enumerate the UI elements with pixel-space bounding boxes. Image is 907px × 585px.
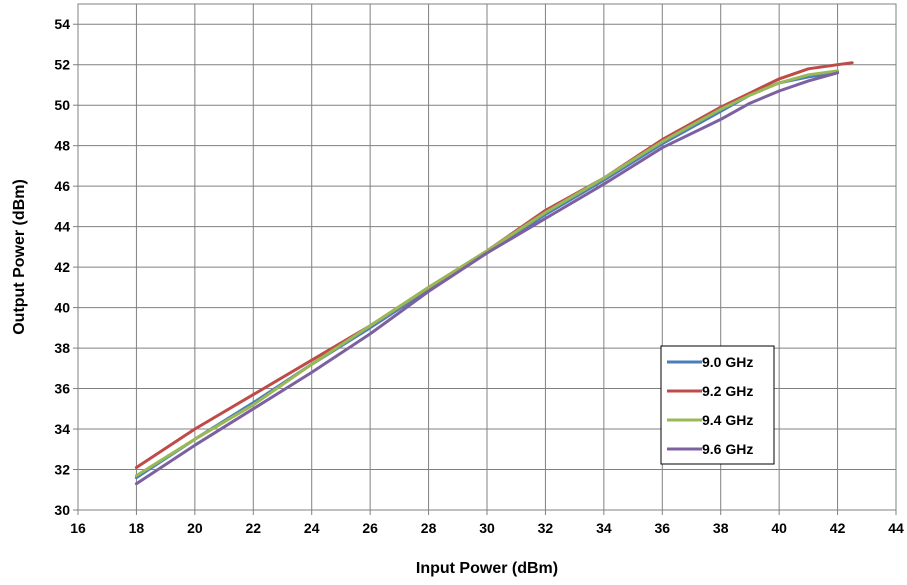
x-tick-label: 38 bbox=[713, 520, 729, 536]
grid bbox=[73, 4, 897, 515]
y-tick-label: 54 bbox=[54, 16, 70, 32]
x-tick-label: 24 bbox=[304, 520, 320, 536]
y-tick-label: 40 bbox=[54, 300, 70, 316]
x-tick-label: 30 bbox=[479, 520, 495, 536]
x-tick-label: 32 bbox=[538, 520, 554, 536]
y-tick-label: 30 bbox=[54, 502, 70, 518]
y-tick-label: 42 bbox=[54, 259, 70, 275]
x-tick-labels: 16 18 20 22 24 26 28 30 32 34 36 38 40 42 44 bbox=[70, 520, 904, 536]
x-tick-label: 42 bbox=[830, 520, 846, 536]
x-tick-label: 18 bbox=[129, 520, 145, 536]
series-line-9-6-ghz bbox=[134, 71, 840, 486]
y-tick-label: 50 bbox=[54, 97, 70, 113]
series-line-9-4-ghz bbox=[134, 69, 840, 478]
legend-box bbox=[660, 345, 775, 465]
y-tick-label: 52 bbox=[54, 57, 70, 73]
y-tick-label: 36 bbox=[54, 381, 70, 397]
y-tick-label: 34 bbox=[54, 421, 70, 437]
x-tick-label: 28 bbox=[421, 520, 437, 536]
series-lines bbox=[134, 61, 854, 486]
y-tick-label: 46 bbox=[54, 178, 70, 194]
legend-label: 9.6 GHz bbox=[702, 441, 753, 457]
y-tick-label: 32 bbox=[54, 462, 70, 478]
legend: 9.0 GHz 9.2 GHz 9.4 GHz 9.6 GHz bbox=[660, 345, 775, 465]
x-tick-label: 20 bbox=[187, 520, 203, 536]
x-tick-label: 36 bbox=[654, 520, 670, 536]
x-tick-label: 22 bbox=[245, 520, 261, 536]
y-tick-labels: 30 32 34 36 38 40 42 44 46 48 50 52 54 bbox=[54, 16, 70, 518]
legend-label: 9.0 GHz bbox=[702, 354, 753, 370]
x-tick-label: 34 bbox=[596, 520, 612, 536]
x-tick-label: 26 bbox=[362, 520, 378, 536]
legend-label: 9.4 GHz bbox=[702, 412, 753, 428]
x-axis-title: Input Power (dBm) bbox=[416, 560, 558, 577]
y-tick-label: 44 bbox=[54, 219, 70, 235]
y-tick-label: 48 bbox=[54, 138, 70, 154]
x-tick-label: 40 bbox=[771, 520, 787, 536]
x-tick-label: 16 bbox=[70, 520, 86, 536]
x-tick-label: 44 bbox=[888, 520, 904, 536]
legend-label: 9.2 GHz bbox=[702, 383, 753, 399]
y-axis-title: Output Power (dBm) bbox=[11, 179, 28, 335]
y-tick-label: 38 bbox=[54, 340, 70, 356]
